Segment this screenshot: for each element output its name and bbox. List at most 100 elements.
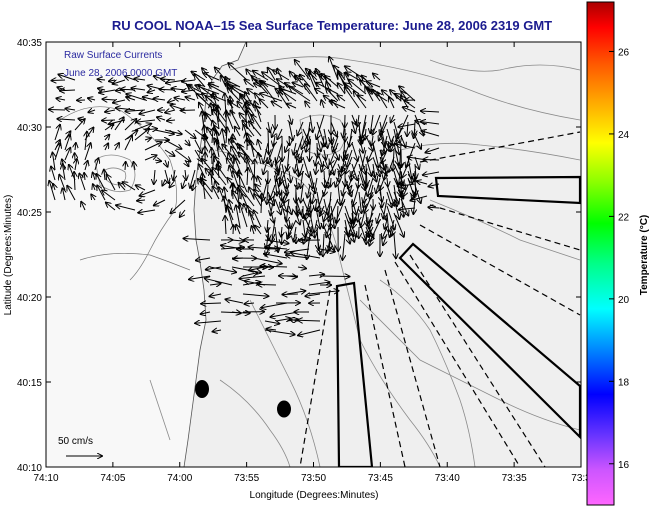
current-vector xyxy=(400,135,406,147)
current-vector xyxy=(380,114,388,135)
current-vector xyxy=(154,129,174,134)
current-vector xyxy=(263,142,269,163)
current-vector xyxy=(226,299,244,304)
current-vector xyxy=(102,120,116,121)
current-vector xyxy=(267,219,268,232)
current-vector xyxy=(309,142,310,161)
station-marker-1 xyxy=(195,380,209,398)
current-vector xyxy=(323,128,328,148)
current-vector xyxy=(96,174,106,191)
current-vector xyxy=(164,139,181,149)
current-vector xyxy=(370,114,373,133)
current-vector xyxy=(67,186,76,201)
current-vector xyxy=(399,86,416,102)
current-vector xyxy=(62,188,65,201)
colorbar-tick-label: 16 xyxy=(618,460,630,471)
current-vector xyxy=(366,82,381,88)
current-vector xyxy=(239,276,266,279)
current-vector xyxy=(231,240,244,241)
current-vector xyxy=(281,163,287,188)
current-vector xyxy=(367,177,374,196)
current-vector xyxy=(170,179,176,187)
x-tick-label: 73:35 xyxy=(502,473,527,484)
current-vector xyxy=(157,117,166,120)
current-vector xyxy=(192,179,195,190)
current-vector xyxy=(289,205,292,214)
current-vector xyxy=(252,115,262,130)
current-vector xyxy=(330,101,346,109)
current-vector xyxy=(289,114,292,124)
current-vector xyxy=(293,83,304,88)
current-vector xyxy=(144,142,162,151)
current-vector xyxy=(205,278,233,286)
current-vector xyxy=(254,194,262,207)
current-vector xyxy=(263,156,269,174)
current-vector xyxy=(417,181,428,184)
current-vector xyxy=(185,169,186,180)
current-vector xyxy=(242,121,255,137)
current-vector xyxy=(275,177,277,195)
current-vector xyxy=(301,184,303,202)
y-tick-label: 40:25 xyxy=(17,208,42,219)
current-vector xyxy=(85,161,88,171)
current-vector xyxy=(293,142,296,155)
current-vector xyxy=(407,121,408,136)
current-vector xyxy=(165,169,169,183)
x-tick-label: 74:10 xyxy=(33,473,58,484)
current-vector xyxy=(275,163,278,175)
current-vector xyxy=(164,129,182,134)
current-vector xyxy=(134,124,151,131)
current-vector xyxy=(116,205,136,211)
current-vector xyxy=(315,156,317,165)
current-vector xyxy=(268,128,269,154)
current-vector xyxy=(260,93,283,102)
current-vector xyxy=(182,80,196,82)
current-vector xyxy=(88,98,96,100)
current-vector xyxy=(213,110,227,130)
current-vector xyxy=(387,177,388,186)
current-vector xyxy=(380,163,382,173)
current-vector xyxy=(138,210,156,213)
current-vector xyxy=(105,143,108,151)
current-vector xyxy=(227,88,241,102)
current-vector xyxy=(253,257,282,264)
current-vector xyxy=(345,149,347,159)
current-vector xyxy=(281,198,287,211)
current-vector xyxy=(361,205,367,227)
current-vector xyxy=(302,156,309,177)
current-vector xyxy=(358,177,359,188)
current-vector xyxy=(320,205,325,216)
current-vector xyxy=(165,159,168,167)
current-vector xyxy=(272,101,283,109)
current-vector xyxy=(308,205,310,215)
current-vector xyxy=(365,156,371,176)
current-vector xyxy=(382,149,388,163)
current-vector xyxy=(144,155,156,161)
current-vector xyxy=(353,184,360,206)
current-vector xyxy=(324,198,332,221)
current-vector xyxy=(66,108,76,110)
station-marker-2 xyxy=(277,400,291,418)
current-vector xyxy=(235,158,241,172)
x-axis: 74:10 74:05 74:00 73:55 73:50 73:45 73:40 73:35… xyxy=(33,42,591,501)
current-vector xyxy=(54,125,60,141)
current-vector xyxy=(386,191,392,207)
current-vector xyxy=(95,158,98,171)
current-vector xyxy=(382,226,388,239)
current-vector xyxy=(137,200,146,201)
current-vector xyxy=(366,163,367,185)
current-vector xyxy=(330,121,337,136)
current-vector xyxy=(330,142,339,164)
current-vector xyxy=(125,162,126,171)
current-vector xyxy=(296,177,298,189)
current-vector xyxy=(377,212,380,223)
current-vector xyxy=(261,194,262,214)
current-vector xyxy=(421,122,440,124)
current-vector xyxy=(136,120,156,122)
current-vector xyxy=(174,98,186,100)
current-vector xyxy=(344,226,350,243)
current-vector xyxy=(414,128,415,138)
current-vector xyxy=(289,170,291,182)
current-vector xyxy=(154,199,166,205)
current-vector xyxy=(338,170,339,182)
